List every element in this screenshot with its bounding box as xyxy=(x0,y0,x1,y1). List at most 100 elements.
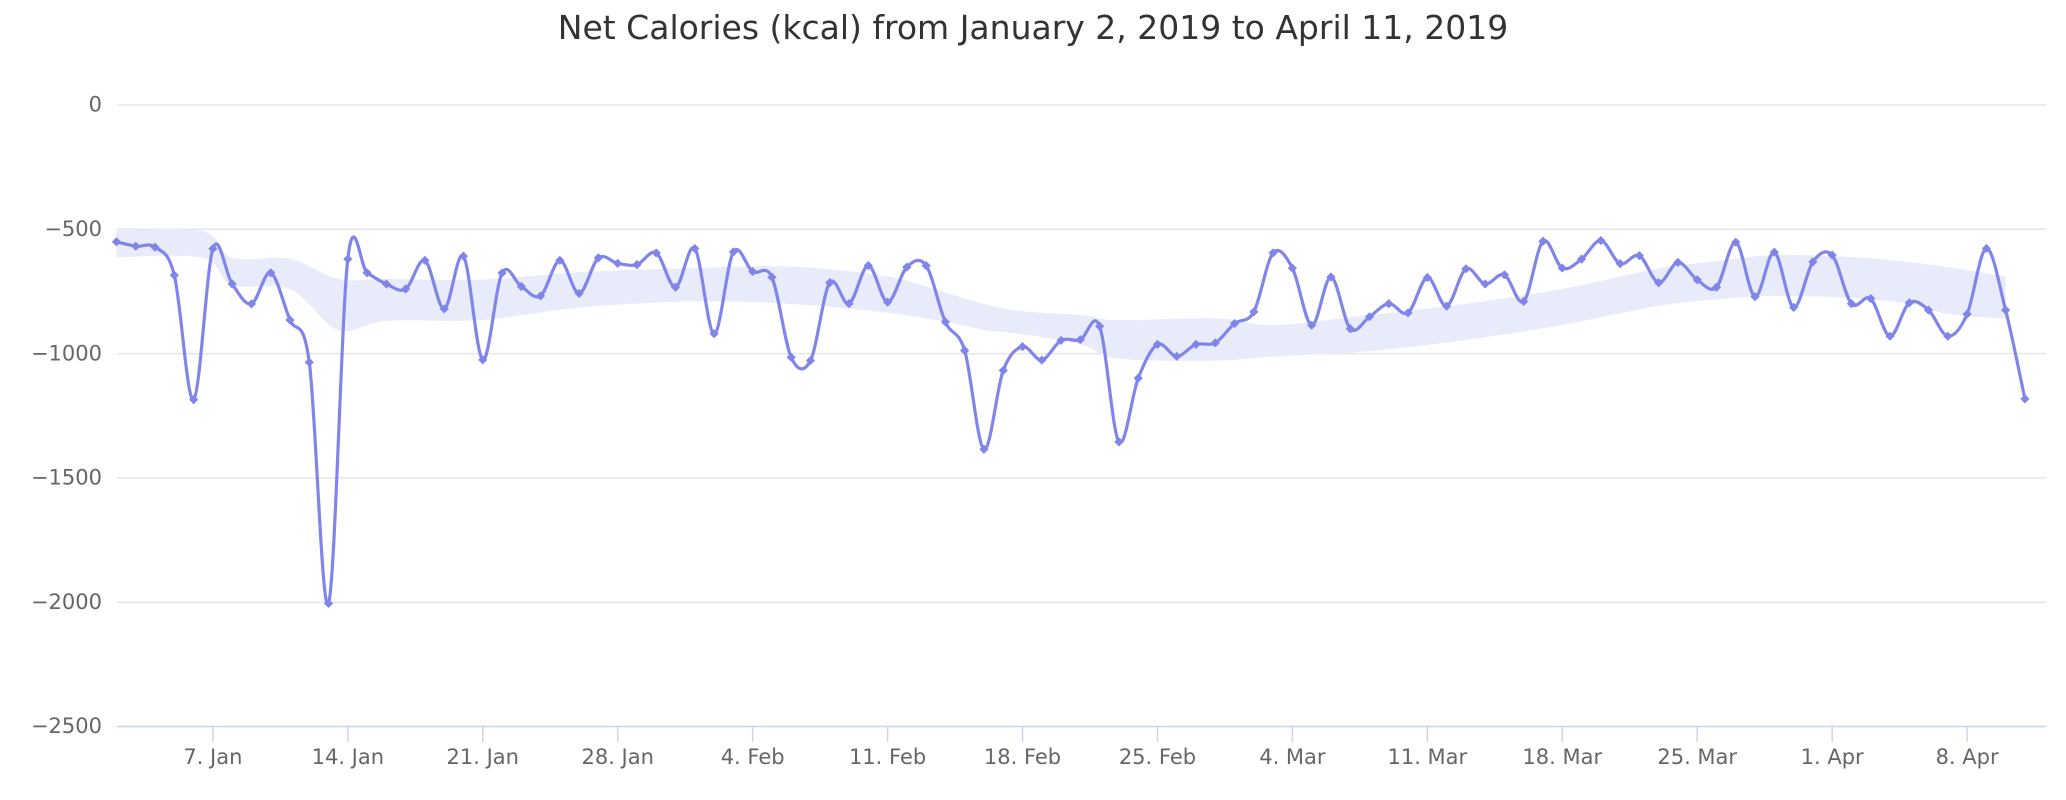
data-point-marker[interactable] xyxy=(1017,342,1028,352)
data-point-marker[interactable] xyxy=(998,365,1008,376)
data-point-marker[interactable] xyxy=(670,282,681,292)
data-point-marker[interactable] xyxy=(574,288,584,299)
data-point-marker[interactable] xyxy=(1307,320,1317,330)
data-point-marker[interactable] xyxy=(1769,247,1779,257)
data-point-marker[interactable] xyxy=(1519,296,1529,306)
data-point-marker[interactable] xyxy=(1576,254,1587,264)
data-point-marker[interactable] xyxy=(786,352,796,362)
data-point-marker[interactable] xyxy=(1808,257,1818,267)
data-point-marker[interactable] xyxy=(1326,272,1336,282)
data-point-marker[interactable] xyxy=(1422,272,1432,283)
data-point-marker[interactable] xyxy=(1384,299,1394,309)
data-point-marker[interactable] xyxy=(1692,275,1702,285)
data-point-marker[interactable] xyxy=(516,281,526,292)
data-point-marker[interactable] xyxy=(1731,237,1741,247)
data-point-marker[interactable] xyxy=(882,297,893,307)
data-point-marker[interactable] xyxy=(1750,292,1760,302)
data-point-marker[interactable] xyxy=(1654,278,1664,288)
data-point-marker[interactable] xyxy=(1191,339,1201,350)
data-point-marker[interactable] xyxy=(189,394,199,405)
data-point-marker[interactable] xyxy=(1133,373,1143,383)
data-point-marker[interactable] xyxy=(169,270,179,280)
data-point-marker[interactable] xyxy=(1596,235,1606,246)
data-point-marker[interactable] xyxy=(863,260,873,271)
data-point-marker[interactable] xyxy=(1499,270,1510,280)
data-point-marker[interactable] xyxy=(825,278,835,288)
data-point-marker[interactable] xyxy=(1943,331,1953,341)
data-point-marker[interactable] xyxy=(632,260,642,270)
data-point-marker[interactable] xyxy=(1114,437,1124,447)
data-point-marker[interactable] xyxy=(1442,301,1452,311)
data-point-marker[interactable] xyxy=(420,255,430,265)
data-point-marker[interactable] xyxy=(1538,236,1548,246)
data-point-marker[interactable] xyxy=(1557,263,1567,273)
data-point-marker[interactable] xyxy=(497,268,507,278)
data-point-marker[interactable] xyxy=(728,247,738,257)
data-point-marker[interactable] xyxy=(439,304,449,314)
data-point-marker[interactable] xyxy=(111,237,122,247)
data-point-marker[interactable] xyxy=(902,262,912,272)
data-point-marker[interactable] xyxy=(362,268,372,278)
data-point-marker[interactable] xyxy=(246,299,257,309)
data-point-marker[interactable] xyxy=(805,355,816,366)
data-point-marker[interactable] xyxy=(1229,318,1240,329)
data-point-marker[interactable] xyxy=(709,329,719,339)
data-point-marker[interactable] xyxy=(150,242,160,252)
data-point-marker[interactable] xyxy=(1788,302,1799,312)
data-point-marker[interactable] xyxy=(1827,250,1837,260)
data-point-marker[interactable] xyxy=(1615,259,1625,269)
data-point-marker[interactable] xyxy=(535,291,546,301)
data-point-marker[interactable] xyxy=(555,255,565,265)
data-point-marker[interactable] xyxy=(1904,298,1914,308)
data-point-marker[interactable] xyxy=(1075,335,1085,345)
data-point-marker[interactable] xyxy=(651,248,661,258)
data-point-marker[interactable] xyxy=(401,284,411,294)
data-point-marker[interactable] xyxy=(921,260,931,271)
data-point-marker[interactable] xyxy=(285,315,295,325)
data-point-marker[interactable] xyxy=(1923,305,1934,315)
data-point-marker[interactable] xyxy=(1673,257,1683,267)
data-point-marker[interactable] xyxy=(940,317,951,327)
data-point-marker[interactable] xyxy=(613,258,623,268)
data-point-marker[interactable] xyxy=(593,253,604,263)
data-point-marker[interactable] xyxy=(979,444,989,454)
data-point-marker[interactable] xyxy=(1152,339,1163,350)
data-point-marker[interactable] xyxy=(1885,331,1895,341)
data-point-marker[interactable] xyxy=(381,279,391,289)
data-point-marker[interactable] xyxy=(1364,312,1375,322)
data-point-marker[interactable] xyxy=(131,241,141,251)
data-point-marker[interactable] xyxy=(1268,248,1278,258)
data-point-marker[interactable] xyxy=(1287,263,1297,273)
data-point-marker[interactable] xyxy=(458,251,469,261)
data-point-marker[interactable] xyxy=(208,244,218,254)
data-point-marker[interactable] xyxy=(343,254,353,264)
data-point-marker[interactable] xyxy=(690,243,700,254)
data-point-marker[interactable] xyxy=(1480,279,1490,289)
data-point-marker[interactable] xyxy=(844,299,854,309)
data-point-marker[interactable] xyxy=(304,357,314,367)
data-point-marker[interactable] xyxy=(227,279,237,289)
data-point-marker[interactable] xyxy=(1711,282,1722,292)
data-point-marker[interactable] xyxy=(1095,321,1105,331)
data-point-marker[interactable] xyxy=(1172,351,1182,361)
data-point-marker[interactable] xyxy=(960,346,970,356)
data-point-marker[interactable] xyxy=(323,598,334,609)
data-point-marker[interactable] xyxy=(1037,355,1047,365)
data-point-marker[interactable] xyxy=(1866,294,1876,304)
data-point-marker[interactable] xyxy=(767,272,777,282)
data-point-marker[interactable] xyxy=(2020,394,2030,404)
data-point-marker[interactable] xyxy=(1461,264,1471,274)
data-point-marker[interactable] xyxy=(1403,308,1413,318)
data-point-marker[interactable] xyxy=(1634,251,1644,261)
data-point-marker[interactable] xyxy=(1846,299,1857,309)
data-point-marker[interactable] xyxy=(1210,338,1220,348)
data-point-marker[interactable] xyxy=(1981,243,1991,254)
data-point-marker[interactable] xyxy=(266,268,276,278)
data-point-marker[interactable] xyxy=(478,355,488,365)
data-point-marker[interactable] xyxy=(1249,307,1259,317)
data-point-marker[interactable] xyxy=(2001,305,2011,315)
data-point-marker[interactable] xyxy=(1056,335,1066,346)
data-point-marker[interactable] xyxy=(1345,324,1355,334)
data-point-marker[interactable] xyxy=(748,266,758,277)
